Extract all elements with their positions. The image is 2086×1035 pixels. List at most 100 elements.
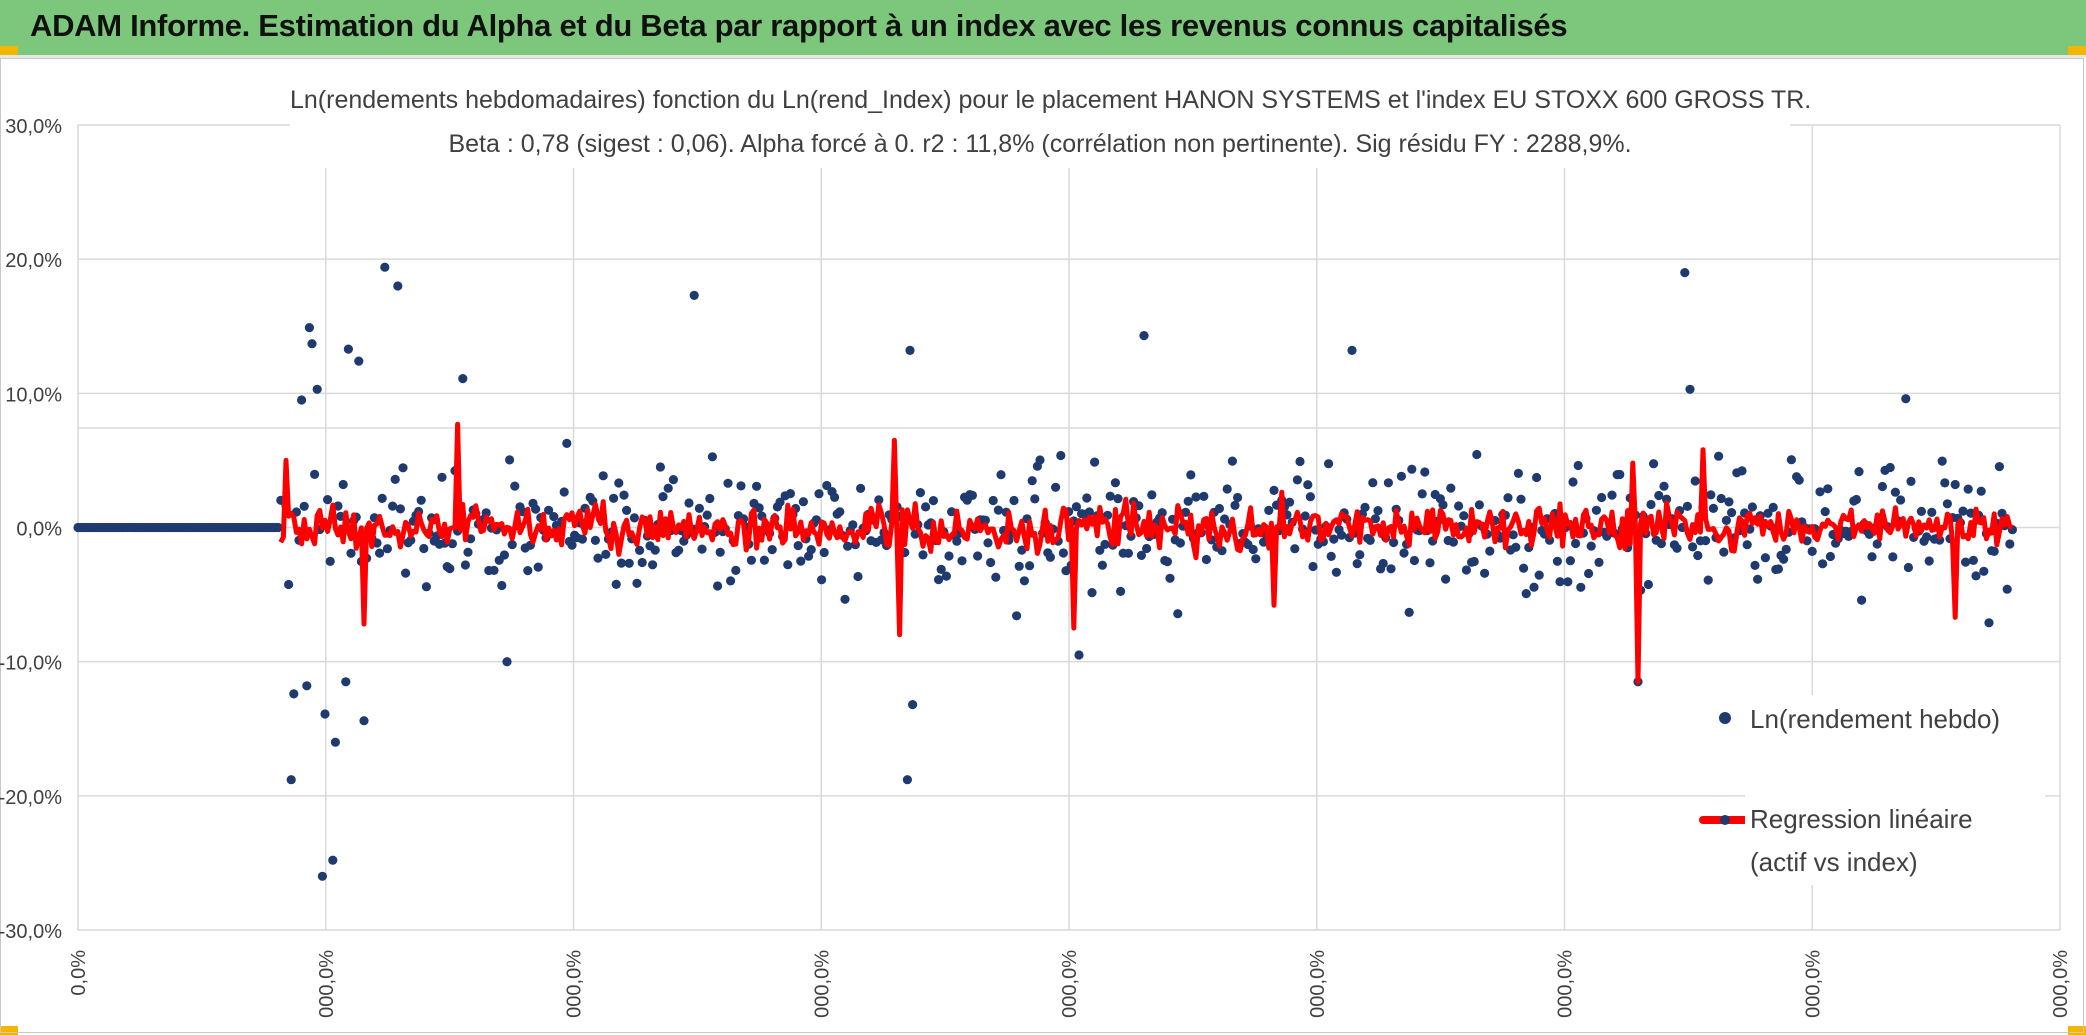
data-point: [993, 505, 1004, 515]
legend-marker-line-dot: [1720, 815, 1730, 825]
data-point: [1459, 511, 1469, 521]
data-point: [908, 700, 918, 710]
data-point: [1100, 539, 1110, 550]
data-point: [1519, 563, 1529, 573]
data-point: [1727, 507, 1737, 518]
chart-title-box: Ln(rendements hebdomadaires) fonction du…: [290, 80, 1811, 168]
data-point: [1469, 556, 1479, 567]
data-point: [590, 535, 601, 546]
data-point: [1214, 503, 1224, 514]
data-point: [1201, 554, 1211, 565]
data-point: [1012, 611, 1022, 621]
data-point: [544, 505, 554, 515]
data-point: [713, 581, 723, 591]
y-tick-label: 10,0%: [5, 384, 62, 406]
data-point: [726, 576, 736, 586]
data-point: [752, 481, 762, 491]
data-point: [1181, 507, 1191, 517]
data-point: [1968, 555, 1978, 566]
data-point: [822, 480, 832, 491]
series-points: [73, 262, 2017, 881]
data-point: [754, 503, 764, 513]
data-point: [507, 540, 517, 550]
data-point: [915, 488, 926, 498]
data-point: [1396, 471, 1406, 481]
data-point: [1009, 495, 1019, 506]
data-point: [1922, 532, 1932, 542]
data-point: [1105, 491, 1115, 501]
data-point: [796, 556, 806, 566]
data-point: [1056, 450, 1066, 461]
data-point: [1035, 455, 1045, 465]
data-point: [421, 582, 431, 592]
data-point: [928, 496, 939, 506]
data-point: [783, 560, 793, 570]
data-point: [1786, 455, 1796, 465]
data-point: [707, 452, 718, 462]
data-point: [1030, 494, 1040, 504]
data-point: [1329, 534, 1339, 544]
data-point: [1446, 483, 1456, 493]
data-point: [567, 540, 577, 550]
data-point: [1906, 476, 1916, 486]
data-point: [523, 566, 533, 576]
data-point: [1820, 507, 1830, 517]
data-point: [668, 475, 679, 485]
data-point: [635, 545, 645, 556]
data-point: [1807, 546, 1817, 557]
data-point: [531, 504, 541, 514]
data-point: [775, 497, 785, 507]
data-point: [1300, 511, 1310, 521]
data-point: [996, 470, 1006, 480]
data-point: [1019, 576, 1029, 586]
data-point: [1404, 607, 1414, 618]
data-point: [1017, 545, 1027, 555]
data-point: [1594, 557, 1604, 568]
data-point: [1269, 485, 1279, 495]
data-point: [359, 716, 369, 726]
data-point: [549, 511, 559, 522]
data-point: [401, 568, 411, 578]
data-point: [320, 709, 330, 719]
data-point: [830, 492, 840, 502]
data-point: [1529, 582, 1539, 592]
data-point: [317, 871, 327, 881]
data-point: [1087, 588, 1097, 598]
data-point: [341, 677, 351, 687]
data-point: [1360, 502, 1370, 512]
data-point: [1563, 577, 1573, 587]
data-point: [1147, 490, 1157, 500]
data-point: [1872, 539, 1882, 549]
data-point: [1123, 548, 1133, 558]
data-point: [297, 395, 307, 405]
data-point: [286, 775, 296, 785]
data-point: [973, 551, 983, 561]
data-point: [684, 498, 694, 508]
data-point: [1979, 566, 1989, 576]
x-tick-label: 000,0%: [1059, 950, 1081, 1018]
data-point: [377, 493, 387, 503]
data-point: [380, 262, 390, 272]
data-point: [1326, 551, 1336, 562]
data-point: [338, 479, 348, 490]
data-point: [1646, 499, 1656, 510]
data-point: [905, 345, 915, 355]
data-point: [817, 575, 827, 585]
data-point: [1714, 451, 1724, 461]
data-point: [1716, 493, 1726, 504]
data-point: [650, 545, 660, 555]
legend-markers: [1699, 712, 1752, 825]
data-point: [388, 501, 398, 511]
data-point: [1407, 464, 1417, 474]
data-point: [1227, 456, 1237, 466]
data-point: [1097, 560, 1107, 570]
data-point: [1183, 496, 1193, 506]
data-point: [663, 483, 673, 493]
x-tick-label: 000,0%: [1555, 950, 1577, 1018]
data-point: [1365, 535, 1375, 546]
data-point: [1779, 554, 1789, 564]
data-point: [559, 487, 569, 497]
x-tick-label: 0,0%: [68, 950, 90, 996]
data-point: [806, 545, 816, 555]
data-point: [902, 775, 913, 785]
